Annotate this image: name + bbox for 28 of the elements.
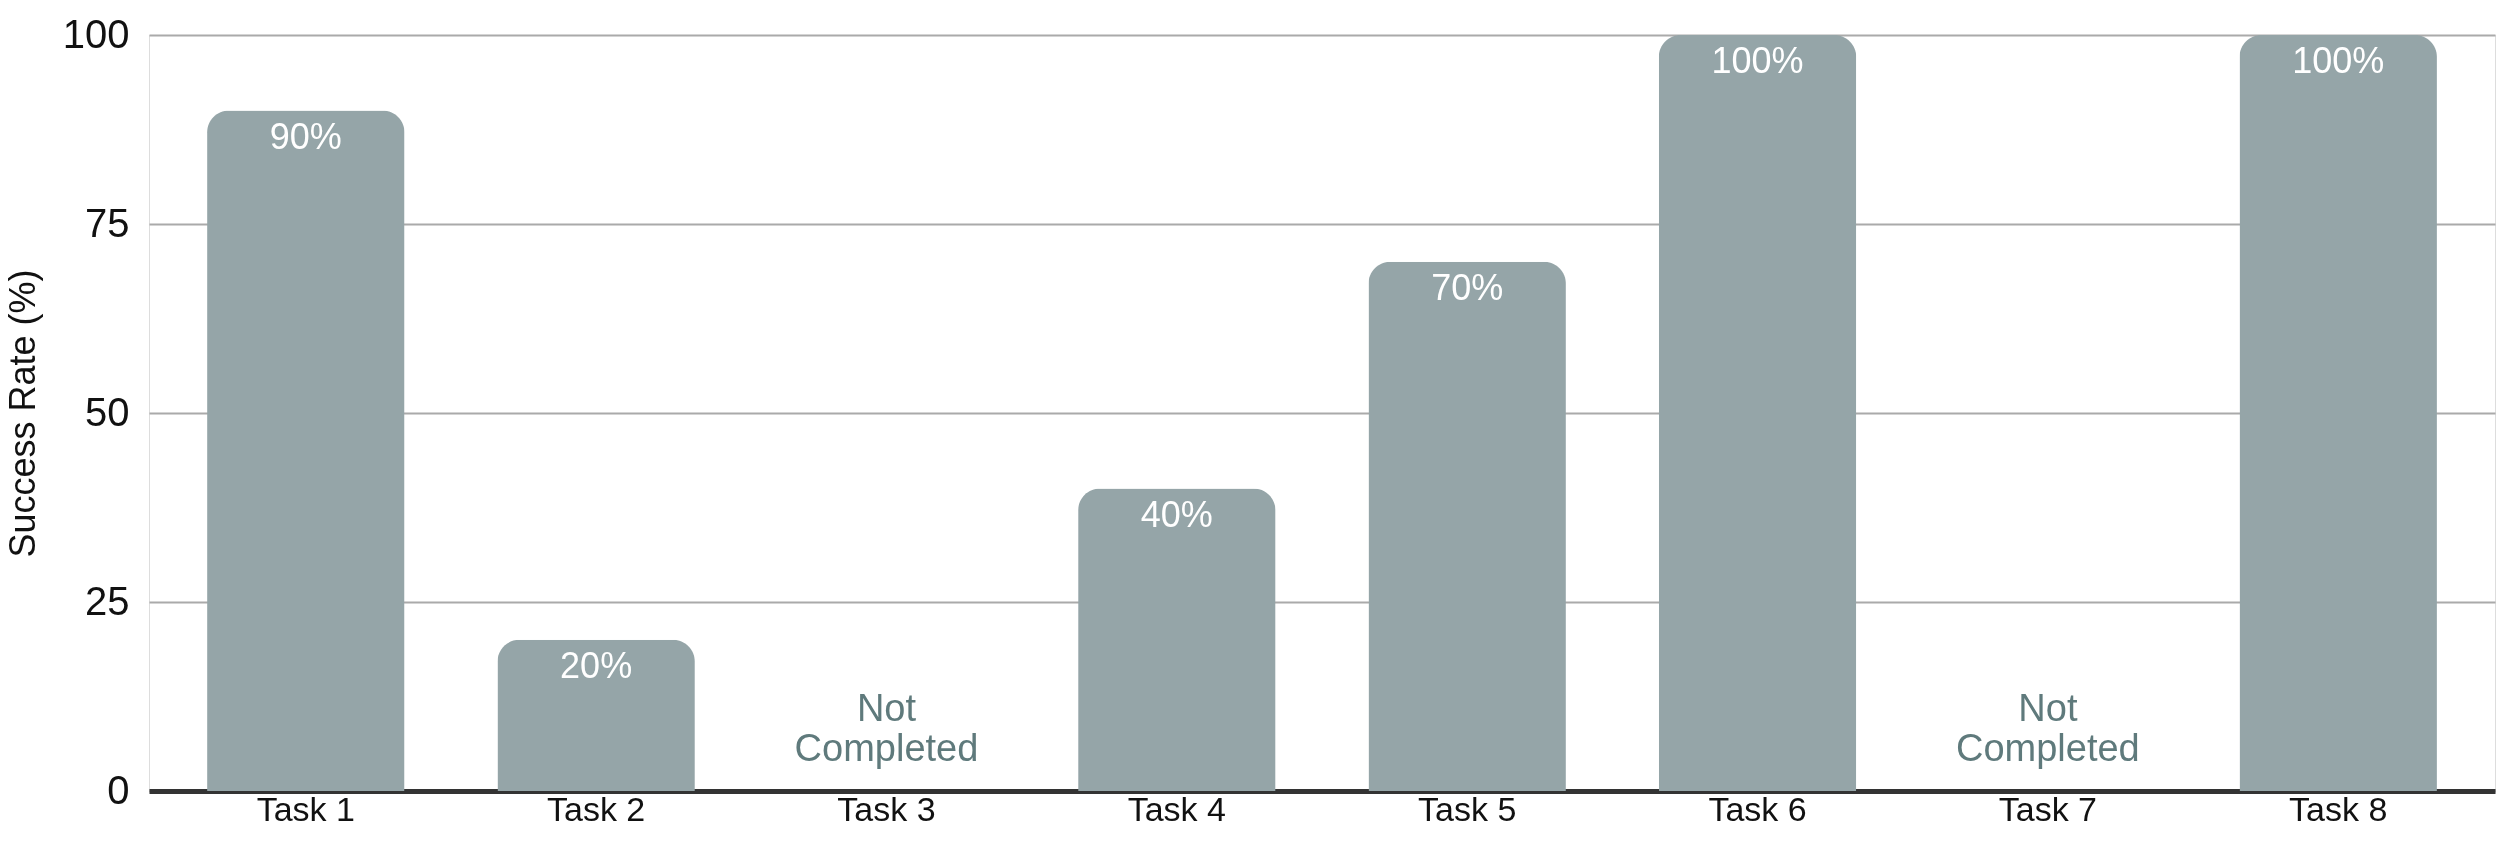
bar <box>497 639 695 791</box>
data-label: 90% <box>269 115 342 157</box>
bar <box>1368 261 1566 791</box>
data-label: 40% <box>1140 493 1213 535</box>
x-tick-label: Task 3 <box>837 789 936 828</box>
data-label: 100% <box>2292 40 2385 81</box>
x-tick-label: Task 6 <box>1708 789 1807 828</box>
bar <box>207 110 405 791</box>
x-tick-label: Task 7 <box>1998 789 2097 828</box>
x-tick-label: Task 4 <box>1127 789 1226 828</box>
bar <box>1078 488 1276 791</box>
x-tick-label: Task 5 <box>1418 789 1517 828</box>
x-tick-label: Task 1 <box>256 789 355 828</box>
y-tick-label: 100 <box>62 11 130 56</box>
bar <box>1658 35 1857 791</box>
y-tick-label: 50 <box>85 389 130 434</box>
annotation: Not Completed <box>794 687 979 769</box>
bar <box>2239 35 2437 791</box>
data-label: 20% <box>560 644 633 686</box>
y-tick-label: 25 <box>85 578 130 623</box>
y-axis-title: Success Rate (%) <box>1 269 43 558</box>
x-tick-label: Task 8 <box>2289 789 2388 828</box>
y-tick-label: 75 <box>85 200 130 245</box>
annotation: Not Completed <box>1955 687 2140 769</box>
data-label: 100% <box>1711 40 1804 81</box>
data-label: 70% <box>1431 266 1504 308</box>
x-tick-label: Task 2 <box>547 789 646 828</box>
y-tick-label: 0 <box>107 767 130 812</box>
